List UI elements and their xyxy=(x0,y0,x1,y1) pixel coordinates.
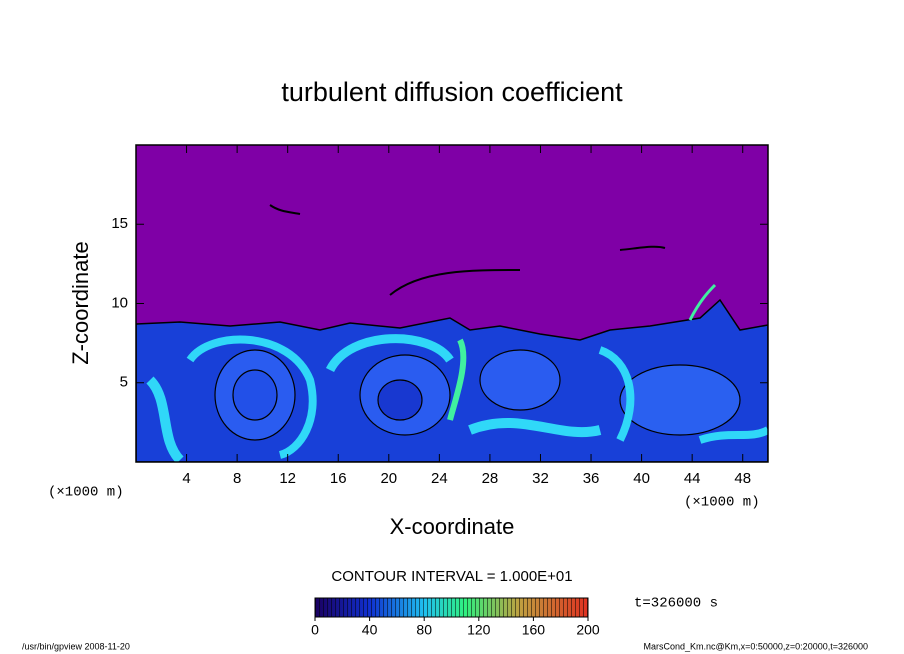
y-units: (×1000 m) xyxy=(48,485,124,501)
x-units: (×1000 m) xyxy=(684,495,760,511)
colorbar-tick-label: 160 xyxy=(522,622,546,638)
x-tick-label: 48 xyxy=(734,470,751,487)
x-tick-label: 16 xyxy=(330,470,347,487)
x-tick-label: 28 xyxy=(482,470,499,487)
y-axis-label: Z-coordinate xyxy=(68,241,93,365)
x-tick-label: 32 xyxy=(532,470,549,487)
contour-interval: CONTOUR INTERVAL = 1.000E+01 xyxy=(331,568,572,585)
chart-title: turbulent diffusion coefficient xyxy=(281,77,623,107)
colorbar-frame xyxy=(314,597,589,618)
x-tick-label: 24 xyxy=(431,470,448,487)
x-tick-label: 20 xyxy=(380,470,397,487)
colorbar-tick-label: 80 xyxy=(416,622,432,638)
colorbar-tick-label: 40 xyxy=(362,622,378,638)
x-tick-label: 40 xyxy=(633,470,650,487)
x-tick-label: 36 xyxy=(583,470,600,487)
colorbar-tick-label: 0 xyxy=(311,622,319,638)
footer-right: MarsCond_Km.nc@Km,x=0:50000,z=0:20000,t=… xyxy=(643,641,868,651)
contour-field xyxy=(136,145,768,462)
footer-left: /usr/bin/gpview 2008-11-20 xyxy=(22,641,130,651)
y-tick-label: 5 xyxy=(120,374,128,391)
x-axis-label: X-coordinate xyxy=(390,514,515,539)
y-tick-label: 10 xyxy=(111,294,128,311)
time-label: t=326000 s xyxy=(634,596,718,612)
y-tick-label: 15 xyxy=(111,215,128,232)
x-tick-label: 4 xyxy=(182,470,190,487)
x-tick-label: 44 xyxy=(684,470,701,487)
colorbar-tick-label: 200 xyxy=(576,622,600,638)
x-tick-label: 12 xyxy=(279,470,296,487)
colorbar-tick-label: 120 xyxy=(467,622,491,638)
x-tick-label: 8 xyxy=(233,470,241,487)
